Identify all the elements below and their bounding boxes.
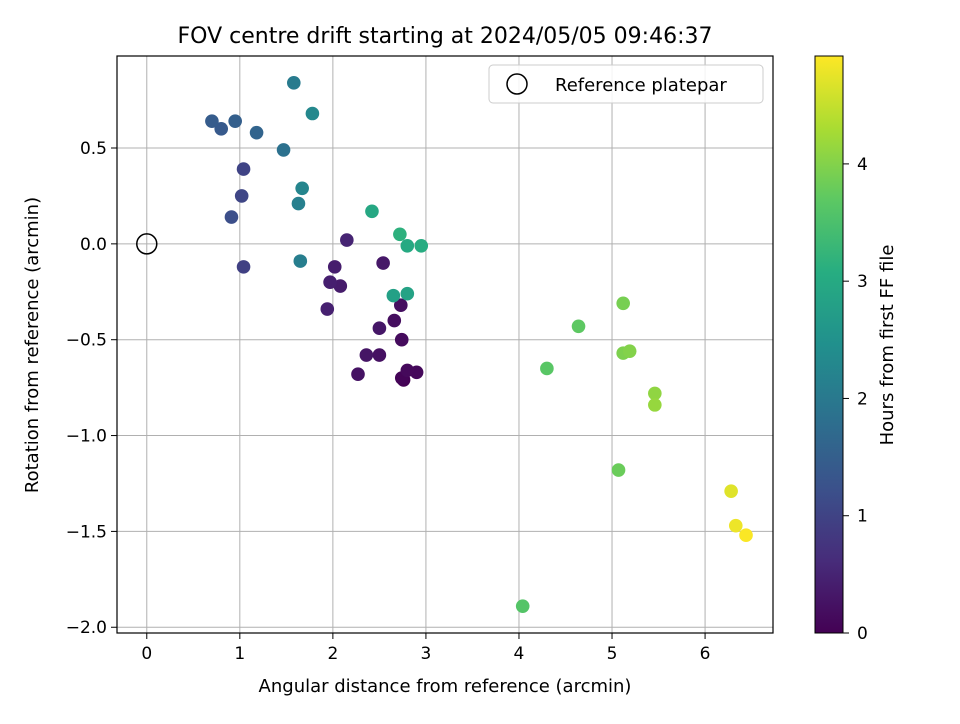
colorbar-tick-label: 3 <box>857 272 868 292</box>
x-tick-label: 5 <box>607 644 618 664</box>
y-tick-label: −0.5 <box>66 331 107 351</box>
data-point <box>359 348 374 362</box>
data-point <box>249 125 264 140</box>
data-points <box>136 76 753 613</box>
data-point <box>400 238 415 253</box>
x-tick-label: 2 <box>327 644 338 664</box>
x-tick-label: 1 <box>234 644 245 664</box>
data-point <box>622 344 637 359</box>
data-point <box>228 114 242 128</box>
data-point <box>305 106 320 121</box>
data-point <box>515 599 530 613</box>
legend: Reference platepar <box>488 64 764 104</box>
x-tick-label: 0 <box>141 644 152 664</box>
x-axis-ticks: 0 1 2 3 4 5 6 <box>141 633 710 664</box>
y-axis-label: Rotation from reference (arcmin) <box>22 197 43 493</box>
data-point <box>400 286 415 301</box>
data-point <box>365 204 379 219</box>
data-point <box>394 332 409 347</box>
chart-title: FOV centre drift starting at 2024/05/05 … <box>178 24 713 49</box>
data-point <box>214 122 229 136</box>
data-point <box>616 296 630 311</box>
y-tick-label: −1.0 <box>66 427 107 447</box>
data-point <box>293 254 308 268</box>
data-point <box>571 319 586 334</box>
data-point <box>394 298 408 313</box>
data-point <box>611 463 626 477</box>
colorbar-tick-label: 0 <box>857 624 868 644</box>
data-point <box>205 114 219 128</box>
colorbar-tick-label: 4 <box>857 155 868 175</box>
x-tick-label: 4 <box>514 644 525 664</box>
data-point <box>386 288 401 303</box>
legend-box <box>488 64 764 104</box>
legend-marker-reference <box>506 73 528 95</box>
data-point <box>724 484 738 498</box>
data-point <box>320 302 335 316</box>
data-point <box>372 348 387 362</box>
data-point <box>236 260 251 274</box>
data-point <box>323 275 337 289</box>
data-point <box>739 528 753 543</box>
data-point <box>728 518 743 533</box>
colorbar-gradient <box>814 55 844 634</box>
data-point <box>648 398 662 412</box>
colorbar-ticks: 0 1 2 3 4 <box>843 155 868 644</box>
reference-point-marker <box>136 233 158 255</box>
data-point <box>376 256 390 270</box>
data-point <box>648 386 662 401</box>
y-axis-ticks: −2.0 −1.5 −1.0 −0.5 0.0 0.5 <box>66 139 117 638</box>
data-point <box>414 238 429 253</box>
plot-frame <box>116 55 774 634</box>
y-tick-label: −2.0 <box>66 618 107 638</box>
data-point <box>327 260 342 274</box>
data-point <box>351 367 365 382</box>
axes <box>116 55 774 634</box>
data-point <box>540 361 554 376</box>
data-point <box>372 321 387 336</box>
x-tick-label: 3 <box>421 644 432 664</box>
data-point <box>333 279 348 293</box>
y-tick-label: 0.0 <box>80 235 107 255</box>
y-tick-label: −1.5 <box>66 522 107 542</box>
colorbar: 0 1 2 3 4 Hours from first FF file <box>814 55 898 644</box>
data-point <box>224 210 239 224</box>
data-point <box>295 181 309 196</box>
data-point <box>291 196 306 211</box>
data-point <box>236 162 251 176</box>
x-tick-label: 6 <box>700 644 711 664</box>
y-tick-label: 0.5 <box>80 139 107 159</box>
data-point <box>286 76 301 90</box>
data-point <box>340 233 354 247</box>
data-point <box>276 143 291 157</box>
data-point <box>234 189 249 203</box>
data-point <box>387 313 402 328</box>
colorbar-tick-label: 1 <box>857 507 868 527</box>
legend-label-reference: Reference platepar <box>555 75 727 96</box>
data-point <box>393 227 407 242</box>
data-point <box>400 363 415 378</box>
colorbar-tick-label: 2 <box>857 389 868 409</box>
x-axis-label: Angular distance from reference (arcmin) <box>259 676 632 697</box>
colorbar-label: Hours from first FF file <box>877 245 898 446</box>
grid-lines <box>117 56 773 633</box>
